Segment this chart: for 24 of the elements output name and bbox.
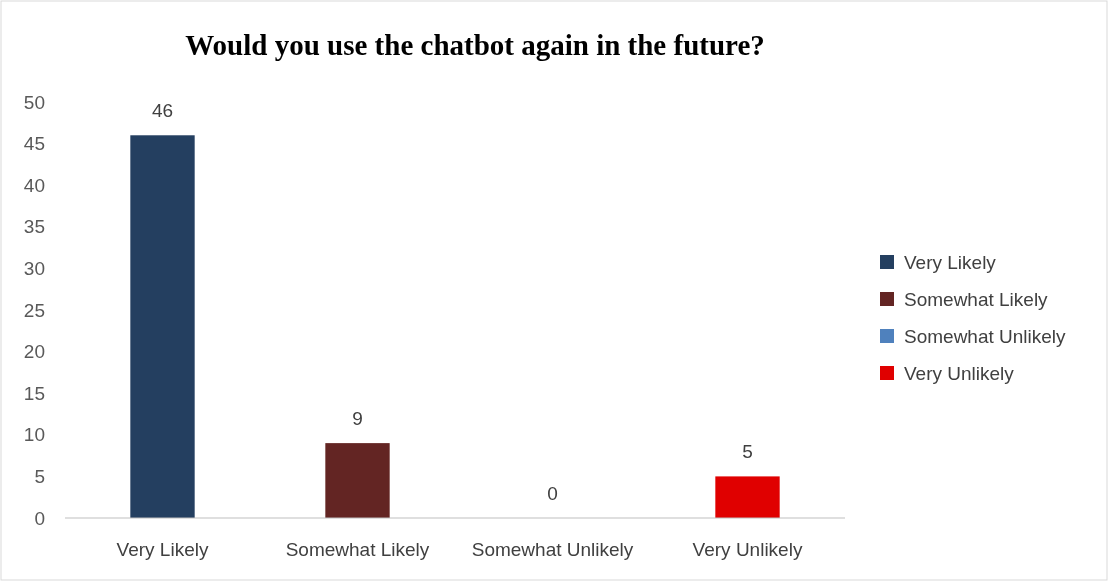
- y-tick-label: 30: [23, 258, 45, 280]
- y-tick-label: 25: [23, 299, 45, 321]
- y-tick-label: 10: [23, 424, 45, 446]
- legend-label: Somewhat Unlikely: [904, 325, 1067, 347]
- y-tick-label: 15: [23, 382, 45, 404]
- x-tick-label: Somewhat Unlikely: [471, 539, 634, 560]
- y-tick-label: 45: [23, 133, 45, 155]
- y-tick-label: 20: [23, 341, 45, 363]
- y-tick-label: 0: [34, 507, 45, 529]
- x-tick-label: Very Likely: [116, 539, 209, 560]
- data-label: 9: [352, 408, 363, 430]
- data-label: 0: [547, 483, 558, 504]
- legend-label: Very Likely: [904, 251, 997, 273]
- legend-label: Very Unlikely: [904, 362, 1015, 384]
- x-tick-label: Somewhat Likely: [285, 539, 430, 560]
- chart-title: Would you use the chatbot again in the future?: [185, 29, 765, 61]
- y-tick-label: 40: [23, 174, 45, 196]
- y-tick-label: 35: [23, 216, 45, 238]
- y-tick-label: 50: [23, 91, 45, 113]
- x-tick-label: Very Unlikely: [692, 539, 803, 560]
- data-label: 5: [742, 441, 753, 463]
- legend-label: Somewhat Likely: [904, 288, 1049, 310]
- y-tick-label: 5: [34, 466, 45, 488]
- data-label: 46: [151, 100, 174, 122]
